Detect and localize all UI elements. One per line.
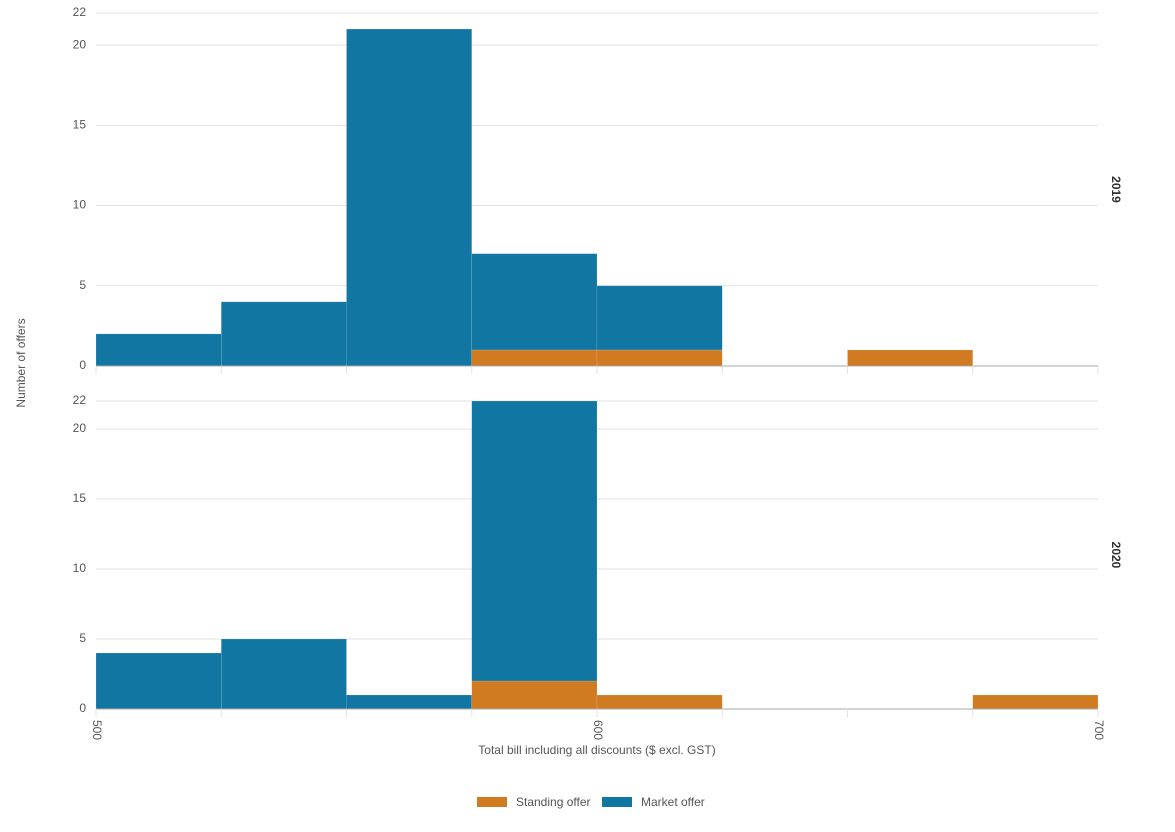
y-tick-label: 22 [73,5,87,19]
bar [95,652,222,710]
y-tick-label: 22 [73,393,87,407]
facet-label: 2020 [1109,542,1123,569]
bar [596,694,723,710]
y-tick-label: 20 [73,421,87,435]
y-tick-label: 5 [79,631,86,645]
bar [596,349,723,367]
y-tick-label: 15 [73,117,87,131]
bar [221,638,347,710]
bar [95,333,222,367]
facet-label: 2019 [1109,176,1123,203]
bar [346,28,472,367]
bar [847,349,973,367]
y-axis-label: Number of offers [14,318,28,407]
bar [972,694,1099,710]
bar [471,349,598,367]
bar [471,400,598,682]
y-tick-label: 0 [79,701,86,715]
y-tick-label: 15 [73,491,87,505]
y-tick-label: 10 [73,561,87,575]
legend-label: Standing offer [516,795,591,809]
x-tick-label: 500 [90,720,104,740]
x-tick-label: 700 [1092,720,1106,740]
bar [471,680,598,710]
y-tick-label: 20 [73,37,87,51]
bar [471,253,598,351]
bar [346,694,472,710]
y-tick-label: 10 [73,198,87,212]
x-axis-label: Total bill including all discounts ($ ex… [478,743,715,757]
legend-swatch [602,797,632,807]
y-tick-label: 0 [79,358,86,372]
legend-swatch [477,797,507,807]
bar [596,285,723,351]
y-tick-label: 5 [79,278,86,292]
legend-label: Market offer [641,795,705,809]
bar [221,301,347,367]
x-tick-label: 600 [591,720,605,740]
